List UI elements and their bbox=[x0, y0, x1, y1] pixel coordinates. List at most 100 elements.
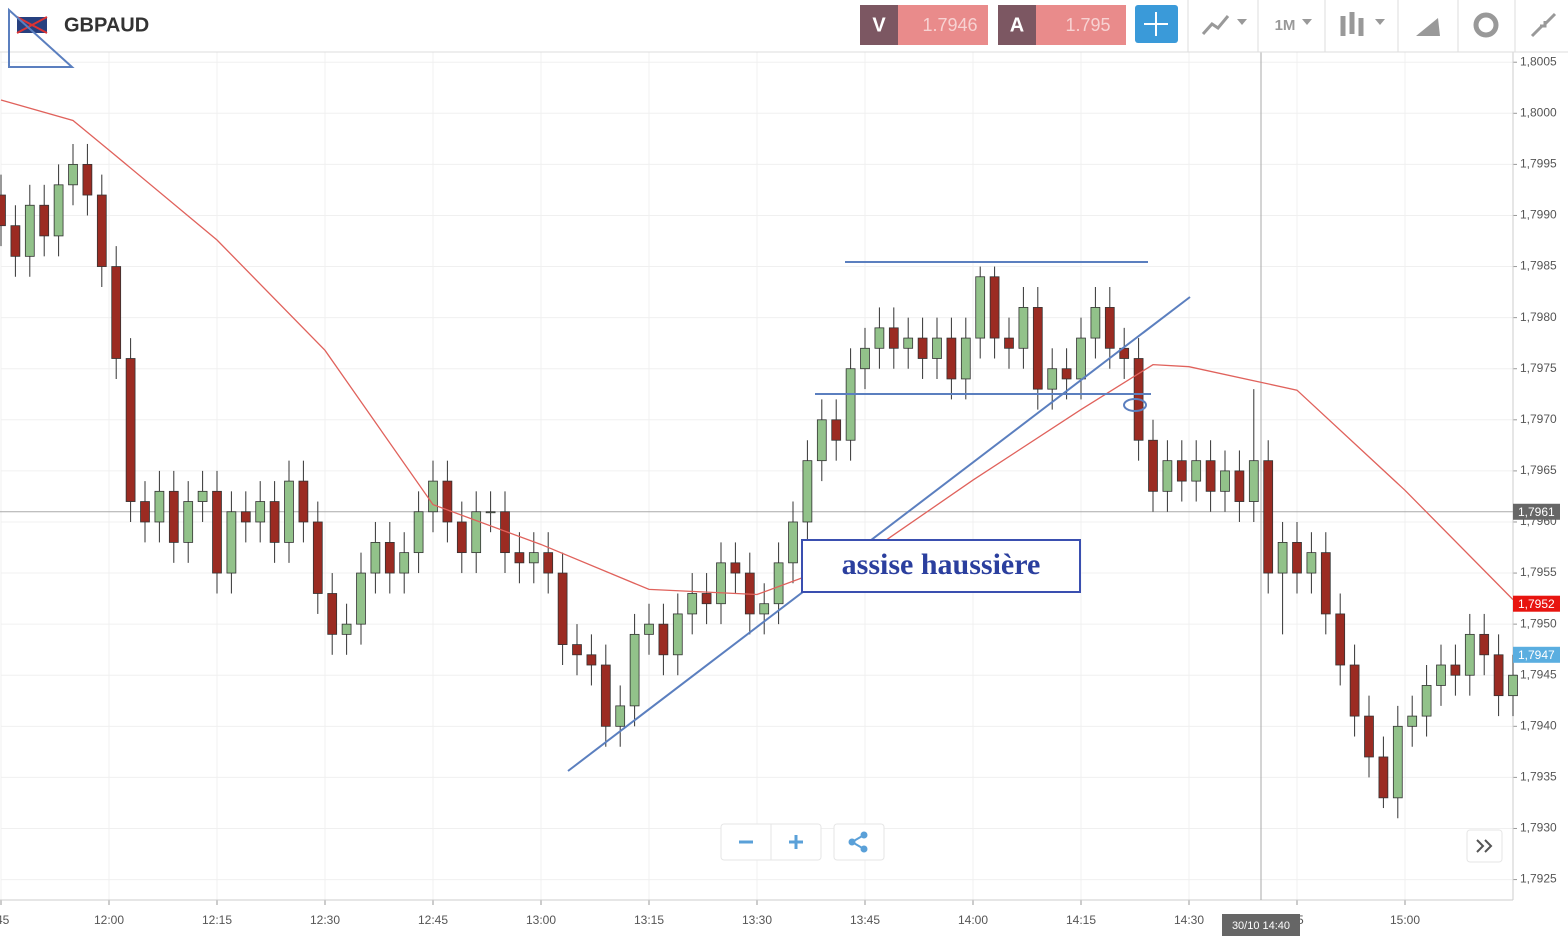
candle-body bbox=[629, 633, 640, 707]
y-tick-label: 1,7985 bbox=[1520, 259, 1557, 273]
x-tick-label: 13:00 bbox=[526, 913, 556, 927]
candle-body bbox=[701, 593, 712, 605]
sell-price: 1.7946 bbox=[922, 15, 977, 35]
candle-body bbox=[1220, 470, 1230, 492]
candle-body bbox=[788, 521, 798, 564]
candle-body bbox=[600, 664, 611, 727]
candle-body bbox=[384, 542, 395, 574]
candle-body bbox=[226, 511, 237, 574]
candle-body bbox=[1335, 613, 1346, 666]
candle-body bbox=[831, 419, 842, 441]
y-tick-label: 1,7975 bbox=[1520, 361, 1557, 375]
candle-body bbox=[341, 623, 352, 635]
y-tick-label: 1,7930 bbox=[1520, 821, 1557, 835]
price-marker bbox=[1513, 646, 1560, 663]
candle-body bbox=[759, 603, 770, 615]
candle-body bbox=[269, 501, 280, 543]
scroll-end[interactable] bbox=[1476, 839, 1493, 853]
settings-icon[interactable] bbox=[1473, 12, 1499, 38]
candle-body bbox=[975, 276, 986, 339]
candles-icon[interactable] bbox=[1340, 12, 1364, 36]
candle-body bbox=[1436, 664, 1446, 686]
buy-button[interactable] bbox=[998, 5, 1036, 45]
header bbox=[0, 0, 1568, 52]
y-tick-label: 1,7980 bbox=[1520, 310, 1557, 324]
candle-body bbox=[370, 542, 381, 574]
y-tick-label: 1,7935 bbox=[1520, 770, 1557, 784]
y-tick-label: 1,7940 bbox=[1520, 718, 1557, 732]
sell-price-box[interactable] bbox=[898, 5, 988, 45]
buy-price-box[interactable] bbox=[1036, 5, 1126, 45]
candle-body bbox=[125, 358, 136, 502]
crosshair-x-label: 30/10 14:40 bbox=[1232, 920, 1290, 932]
candle-body bbox=[327, 593, 338, 635]
candle-body bbox=[312, 521, 323, 594]
candle-body bbox=[1004, 337, 1014, 349]
candle-body bbox=[442, 480, 453, 523]
candle-body bbox=[0, 194, 6, 227]
y-tick-label: 1,7970 bbox=[1520, 412, 1557, 426]
y-tick-label: 1,7945 bbox=[1520, 667, 1557, 681]
candle-body bbox=[1018, 307, 1029, 349]
candle-body bbox=[946, 337, 957, 380]
x-tick-label: 12:00 bbox=[94, 913, 124, 927]
candle-body bbox=[1421, 685, 1432, 717]
candle-body bbox=[1248, 460, 1259, 502]
x-tick-label: 13:30 bbox=[742, 913, 772, 927]
candle-body bbox=[845, 368, 856, 441]
y-tick-label: 1,8005 bbox=[1520, 54, 1557, 68]
y-tick-label: 1,7950 bbox=[1520, 616, 1557, 630]
x-tick-label: 12:15 bbox=[202, 913, 232, 927]
candle-body bbox=[1148, 439, 1158, 492]
candle-body bbox=[1364, 715, 1374, 758]
candle-body bbox=[183, 501, 194, 543]
chart-type-icon[interactable] bbox=[1201, 15, 1230, 36]
candle-body bbox=[644, 623, 654, 635]
corner-drawing bbox=[8, 7, 75, 68]
candle-body bbox=[1479, 633, 1490, 656]
candle-body bbox=[413, 511, 424, 554]
x-tick-label: 14:00 bbox=[958, 913, 988, 927]
price-marker bbox=[1513, 595, 1560, 612]
candle-body bbox=[298, 480, 309, 523]
dropdown-arrow bbox=[1375, 19, 1385, 25]
symbol: GBPAUD bbox=[64, 14, 149, 36]
crosshair-icon bbox=[1144, 12, 1168, 36]
zoom-controls bbox=[720, 823, 1503, 863]
break-marker bbox=[1123, 398, 1147, 412]
candle-body bbox=[96, 194, 107, 267]
candle-body bbox=[514, 552, 525, 564]
candle-body bbox=[1320, 552, 1331, 615]
y-tick-label: 1,7925 bbox=[1520, 872, 1557, 886]
candle-body bbox=[1234, 470, 1245, 502]
candle-body bbox=[154, 490, 165, 523]
candle-body bbox=[557, 572, 568, 645]
draw-icon[interactable] bbox=[1416, 18, 1440, 36]
share-box bbox=[833, 823, 885, 861]
candle-body bbox=[1032, 307, 1043, 390]
price-marker-label: 1,7947 bbox=[1518, 648, 1555, 662]
candle-body bbox=[68, 163, 78, 186]
candle-body bbox=[960, 337, 971, 380]
candle-body bbox=[932, 337, 942, 359]
candle-body bbox=[197, 490, 208, 502]
candle-body bbox=[399, 552, 410, 574]
price-marker-label: 1,7952 bbox=[1518, 597, 1555, 611]
timeframe[interactable]: 1M bbox=[1275, 17, 1296, 34]
candle-body bbox=[1047, 368, 1058, 390]
zoom-in[interactable] bbox=[789, 835, 803, 849]
candle-body bbox=[672, 613, 683, 656]
candle-body bbox=[687, 593, 698, 615]
candle-body bbox=[888, 327, 899, 349]
candle-body bbox=[1162, 460, 1173, 492]
candle-body bbox=[240, 511, 251, 523]
x-tick-label: 14:30 bbox=[1174, 913, 1204, 927]
sell-button[interactable] bbox=[860, 5, 898, 45]
candle-body bbox=[1191, 460, 1202, 482]
candle-body bbox=[917, 337, 928, 359]
sell-label: V bbox=[872, 14, 886, 36]
collapse-icon[interactable] bbox=[1530, 12, 1557, 38]
candle-body bbox=[816, 419, 827, 462]
candle-body bbox=[140, 501, 150, 523]
